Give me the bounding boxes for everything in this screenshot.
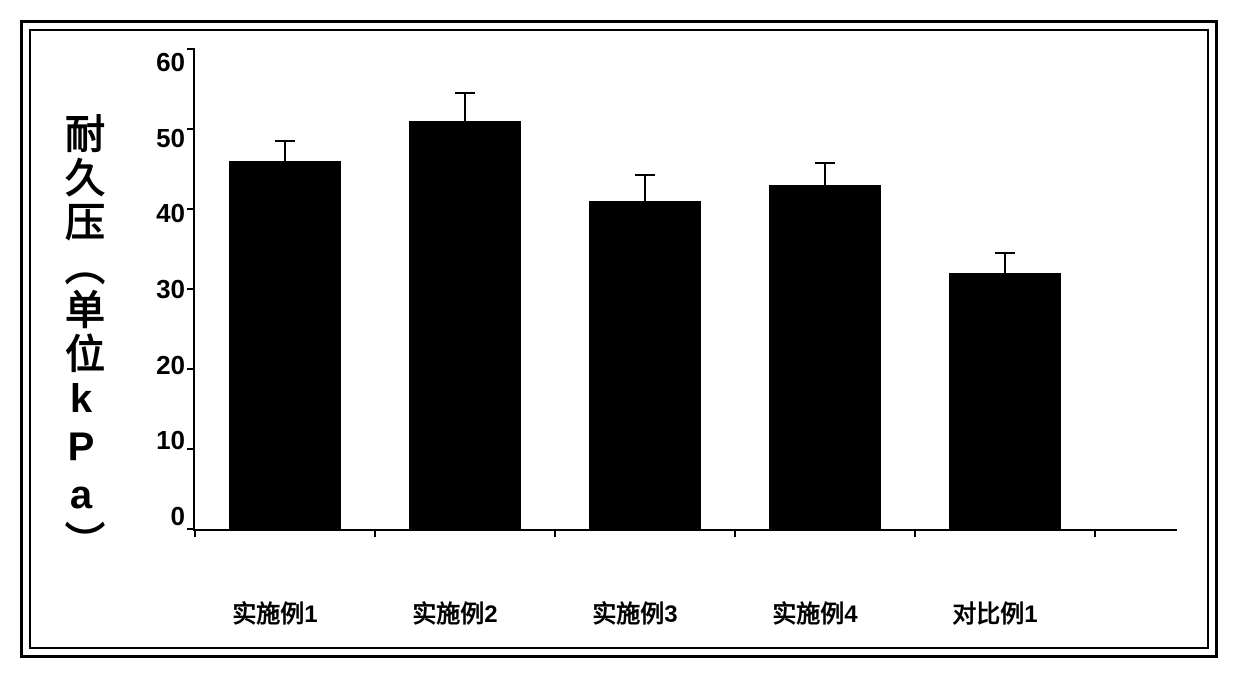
bar <box>769 185 881 529</box>
error-bar-stem <box>464 93 466 121</box>
chart-inner-border: 耐久压（单位kPa） 60 50 40 30 20 10 0 实施例1实施例2实施例3实施例… <box>29 29 1209 649</box>
error-bar-cap <box>275 140 295 142</box>
bar <box>229 161 341 529</box>
x-tick-mark <box>1094 529 1096 537</box>
error-bar-stem <box>284 141 286 161</box>
y-tick-label: 40 <box>156 200 185 226</box>
chart-outer-border: 耐久压（单位kPa） 60 50 40 30 20 10 0 实施例1实施例2实施例3实施例… <box>20 20 1218 658</box>
y-tick-label: 0 <box>171 503 185 529</box>
x-tick-label: 对比例1 <box>905 594 1085 629</box>
x-tick-mark <box>734 529 736 537</box>
y-tick-mark <box>187 368 195 370</box>
y-axis-ticks: 60 50 40 30 20 10 0 <box>131 49 193 529</box>
spacer <box>131 594 185 629</box>
bar <box>409 121 521 529</box>
y-tick-label: 20 <box>156 352 185 378</box>
error-bar-cap <box>815 162 835 164</box>
bar <box>589 201 701 529</box>
error-bar-cap <box>455 92 475 94</box>
y-tick-mark <box>187 208 195 210</box>
y-tick-label: 60 <box>156 49 185 75</box>
bar <box>949 273 1061 529</box>
y-tick-label: 50 <box>156 125 185 151</box>
error-bar-cap <box>995 252 1015 254</box>
error-bar-stem <box>824 163 826 185</box>
x-tick-mark <box>374 529 376 537</box>
plot-area <box>193 49 1177 531</box>
error-bar-stem <box>644 175 646 201</box>
plot-row: 60 50 40 30 20 10 0 <box>131 31 1207 580</box>
x-tick-label: 实施例3 <box>545 594 725 629</box>
y-tick-mark <box>187 288 195 290</box>
chart-body: 60 50 40 30 20 10 0 实施例1实施例2实施例3实施例4对比例1 <box>131 31 1207 647</box>
y-tick-mark <box>187 48 195 50</box>
y-axis-label: 耐久压（单位kPa） <box>31 31 131 647</box>
error-bar-cap <box>635 174 655 176</box>
x-tick-label: 实施例1 <box>185 594 365 629</box>
x-tick-label: 实施例4 <box>725 594 905 629</box>
error-bar-stem <box>1004 253 1006 273</box>
x-tick-mark <box>914 529 916 537</box>
y-tick-mark <box>187 128 195 130</box>
x-label-row: 实施例1实施例2实施例3实施例4对比例1 <box>185 594 1085 629</box>
x-tick-label: 实施例2 <box>365 594 545 629</box>
y-tick-label: 30 <box>156 276 185 302</box>
y-tick-label: 10 <box>156 427 185 453</box>
y-tick-mark <box>187 448 195 450</box>
x-tick-mark <box>194 529 196 537</box>
x-tick-mark <box>554 529 556 537</box>
x-axis-labels: 实施例1实施例2实施例3实施例4对比例1 <box>131 580 1207 647</box>
